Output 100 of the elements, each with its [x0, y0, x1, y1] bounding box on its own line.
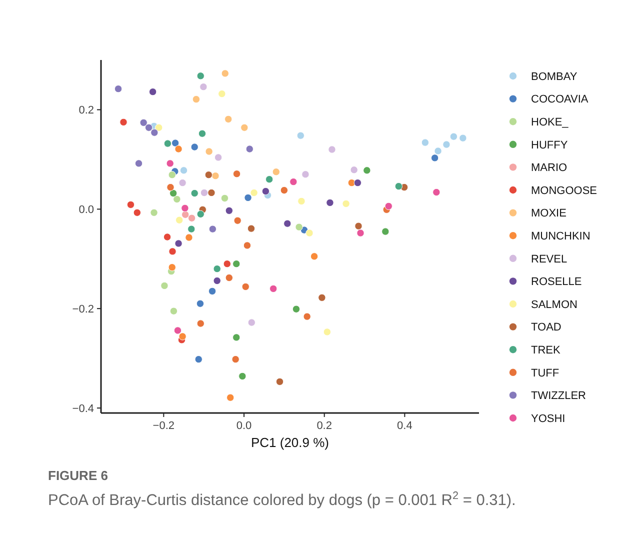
- point: [459, 134, 467, 142]
- point: [221, 70, 229, 78]
- legend-label: TUFF: [531, 367, 560, 380]
- point: [150, 128, 158, 136]
- point: [226, 394, 234, 402]
- legend-label: ROSELLE: [531, 276, 582, 288]
- point: [163, 233, 172, 241]
- point: [262, 187, 270, 196]
- point: [326, 198, 334, 207]
- point: [185, 234, 193, 242]
- point: [232, 355, 240, 364]
- point: [225, 274, 233, 282]
- point: [192, 95, 200, 104]
- point: [323, 328, 332, 336]
- legend-label: TREK: [531, 344, 561, 356]
- y-tick-label: −0.2: [72, 303, 94, 316]
- legend-label: MONGOOSE: [531, 184, 598, 197]
- point: [303, 312, 311, 320]
- point: [148, 88, 157, 96]
- x-tick-label: 0.0: [236, 420, 252, 432]
- point: [244, 194, 252, 202]
- point: [232, 260, 240, 268]
- point: [432, 188, 440, 196]
- point: [174, 326, 182, 334]
- point: [196, 320, 204, 328]
- point: [194, 355, 202, 364]
- text: FIGURE 6: [48, 468, 108, 483]
- point: [174, 240, 182, 248]
- point: [356, 229, 364, 237]
- point: [265, 175, 274, 184]
- point: [238, 372, 246, 380]
- point: [160, 282, 168, 290]
- point: [280, 186, 288, 194]
- point: [140, 118, 148, 126]
- point: [298, 197, 306, 206]
- point: [188, 225, 196, 233]
- point: [430, 154, 439, 162]
- x-tick-label: −0.2: [152, 420, 175, 432]
- point: [178, 332, 186, 340]
- point: [170, 307, 178, 315]
- point: [166, 183, 174, 192]
- point: [164, 140, 172, 148]
- point: [250, 188, 258, 197]
- point: [114, 84, 122, 93]
- point: [284, 220, 292, 228]
- legend-label: MOXIE: [531, 208, 566, 220]
- point: [310, 252, 318, 260]
- point: [168, 171, 176, 179]
- point: [166, 160, 174, 168]
- point: [190, 189, 198, 198]
- point: [190, 143, 198, 151]
- point: [225, 206, 233, 214]
- point: [178, 178, 186, 187]
- point: [421, 138, 430, 146]
- point: [212, 172, 220, 180]
- legend-label: MARIO: [531, 162, 568, 174]
- point: [350, 166, 358, 174]
- legend-label: BOMBAY: [531, 70, 578, 83]
- point: [214, 154, 222, 162]
- point: [272, 168, 280, 176]
- point: [208, 188, 216, 197]
- point: [384, 202, 392, 210]
- legend-label: SALMON: [531, 298, 578, 311]
- point: [181, 204, 189, 212]
- point: [188, 214, 196, 222]
- point: [248, 318, 256, 326]
- point: [318, 294, 326, 302]
- point: [198, 130, 206, 138]
- point: [232, 334, 240, 342]
- point: [292, 305, 300, 313]
- point: [174, 145, 182, 153]
- text: PCoA of Bray-Curtis distance colored by dogs (p = 0.001 R$^{2}$ = 0.31).: [48, 490, 516, 509]
- point: [204, 171, 213, 179]
- point: [200, 188, 208, 197]
- y-tick-label: 0.0: [78, 204, 94, 216]
- legend-label: MUNCHKIN: [531, 230, 590, 242]
- point: [134, 160, 143, 168]
- point: [196, 300, 204, 308]
- point: [171, 139, 180, 147]
- point: [173, 195, 181, 204]
- point: [196, 210, 204, 218]
- point: [450, 132, 458, 140]
- point: [247, 224, 256, 232]
- y-tick-label: 0.2: [78, 104, 94, 117]
- point: [220, 194, 229, 202]
- point: [290, 178, 298, 186]
- point: [295, 223, 303, 231]
- point: [224, 115, 232, 124]
- point: [243, 242, 252, 250]
- point: [126, 200, 135, 209]
- x-tick-label: 0.4: [397, 420, 412, 432]
- point: [442, 140, 450, 148]
- point: [394, 182, 403, 190]
- legend-label: YOSHI: [531, 412, 566, 425]
- point: [196, 72, 204, 80]
- point: [269, 284, 278, 293]
- point: [213, 276, 221, 285]
- point: [232, 170, 241, 178]
- legend-label: REVEL: [531, 253, 568, 266]
- point: [200, 83, 208, 91]
